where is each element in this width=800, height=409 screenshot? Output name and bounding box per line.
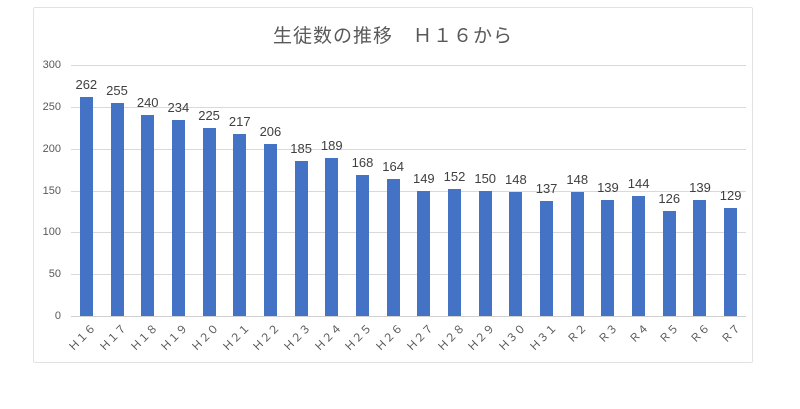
bar-value-label: 144 (627, 175, 650, 191)
bar-value-label: 150 (474, 170, 497, 186)
gridline (71, 190, 746, 192)
bar (79, 96, 93, 316)
gridline (71, 232, 746, 234)
bar-value-label: 126 (658, 190, 681, 206)
x-category-label: Ｈ２５ (343, 322, 375, 354)
bar-value-label: 217 (228, 114, 251, 130)
bar-value-label: 206 (259, 123, 282, 139)
bar (141, 115, 155, 316)
bar (570, 192, 584, 316)
bar (263, 143, 277, 316)
x-category-label: Ｈ２０ (189, 322, 222, 354)
x-axis-line (71, 316, 746, 317)
y-tick-label: 100 (42, 226, 61, 239)
bar (233, 134, 247, 316)
x-category-label: Ｈ１９ (159, 322, 191, 354)
bar-value-label: 148 (505, 172, 527, 188)
bar (355, 175, 369, 316)
x-category-label: Ｒ４ (627, 322, 652, 347)
x-category-label: Ｈ２８ (435, 322, 468, 354)
bar-value-label: 225 (198, 107, 220, 123)
bar-value-label: 164 (382, 158, 405, 174)
bar-value-label: 139 (689, 179, 711, 195)
plot-area: 0 50 100 150 200 250 300 262 Ｈ１６ 255 Ｈ１７ 240 Ｈ１８ 234 Ｈ… (43, 60, 746, 354)
bar (325, 157, 339, 316)
bar (724, 208, 738, 316)
bar-value-label: 149 (412, 171, 435, 187)
x-category-label: Ｈ３１ (527, 322, 560, 354)
bar-value-label: 137 (535, 181, 558, 197)
bar (601, 199, 615, 316)
bar-value-label: 148 (566, 172, 589, 188)
y-tick-label: 50 (48, 268, 61, 281)
x-category-label: Ｒ２ (565, 322, 590, 347)
bar-value-label: 189 (320, 137, 343, 153)
gridline (71, 274, 746, 276)
x-category-label: Ｈ２９ (465, 322, 498, 354)
y-tick-label: 300 (42, 59, 61, 71)
bar-value-label: 152 (443, 168, 466, 184)
chart-frame: 生徒数の推移 Ｈ１６から 0 50 100 150 200 250 300 262 Ｈ１６ 255… (33, 7, 753, 363)
y-tick-label: 150 (42, 184, 61, 197)
x-category-label: Ｒ６ (688, 322, 713, 347)
bar-value-label: 139 (597, 179, 619, 195)
bar (448, 188, 462, 316)
y-tick-label: 250 (42, 100, 61, 113)
x-category-label: Ｈ２６ (373, 322, 406, 354)
gridline (71, 65, 746, 66)
x-category-label: Ｈ２３ (281, 322, 314, 354)
x-category-label: Ｈ１８ (128, 322, 161, 354)
x-category-label: Ｈ２２ (251, 322, 283, 354)
x-category-label: Ｒ７ (719, 322, 744, 347)
bar-value-label: 255 (106, 82, 128, 98)
bar (202, 127, 216, 316)
bar (540, 201, 554, 316)
bar (417, 191, 431, 316)
x-category-label: Ｈ２１ (220, 322, 253, 354)
x-category-label: Ｒ３ (596, 322, 621, 347)
bar-value-label: 262 (75, 76, 98, 92)
x-category-label: Ｈ３０ (496, 322, 529, 354)
x-category-label: Ｈ２４ (312, 322, 345, 354)
bar-value-label: 185 (290, 141, 312, 157)
y-tick-label: 200 (42, 142, 61, 155)
bar (693, 199, 707, 316)
gridline (71, 106, 746, 108)
x-category-label: Ｈ１７ (97, 322, 130, 354)
bar-value-label: 234 (167, 100, 190, 116)
x-category-label: Ｈ１６ (66, 322, 99, 354)
bar (294, 161, 308, 316)
gridline (71, 148, 746, 150)
bar-value-label: 240 (136, 95, 159, 111)
bar (662, 210, 676, 316)
bar (632, 195, 646, 316)
bar-value-label: 129 (719, 188, 742, 204)
chart-title: 生徒数の推移 Ｈ１６から (272, 26, 513, 47)
bar (110, 102, 124, 316)
x-category-label: Ｒ５ (657, 322, 682, 347)
bar-value-label: 168 (351, 155, 374, 171)
bar (478, 190, 492, 316)
x-category-label: Ｈ２７ (404, 322, 437, 354)
bar (386, 178, 400, 316)
y-tick-label: 0 (54, 310, 61, 322)
bar (171, 120, 185, 316)
bar (509, 192, 523, 316)
